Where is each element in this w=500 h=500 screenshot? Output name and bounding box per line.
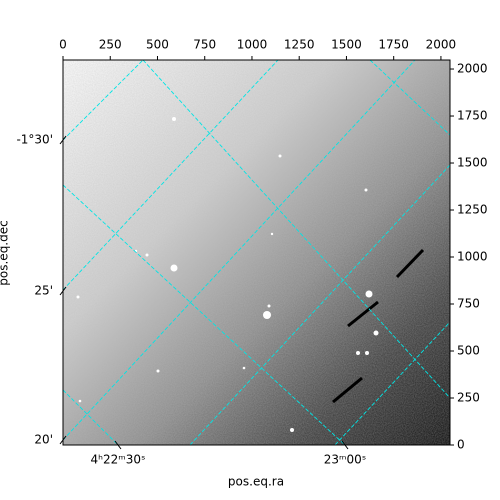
ra-tick-label: 23ᵐ00ˢ [324,453,367,467]
x-tick-label: 250 [99,38,122,52]
x-tick-label: 1750 [378,38,409,52]
y-tick-label: 1500 [457,156,488,170]
dec-tick-label: -1°30' [16,133,53,147]
y-axis-label: pos.eq.dec [0,220,11,285]
x-tick-label: 1500 [331,38,362,52]
coordinate-grid-line [189,164,450,445]
y-tick-label: 1250 [457,203,488,217]
y-tick-label: 250 [457,391,480,405]
dec-tick [59,435,67,445]
y-tick-label: 1000 [457,250,488,264]
axes-frame [62,59,451,446]
x-tick-label: 500 [146,38,169,52]
ra-tick-label: 4ʰ22ᵐ30ˢ [91,453,146,467]
x-axis-label: pos.eq.ra [228,475,284,489]
dec-tick-label: 25' [34,284,53,298]
x-tick-label: 1000 [237,38,268,52]
coordinate-grid-line [369,60,450,136]
coordinate-grid-line [63,389,119,445]
x-tick-label: 750 [193,38,216,52]
coordinate-grid-line [63,184,346,445]
coordinate-grid-line [63,60,416,441]
y-tick-label: 0 [457,438,465,452]
ra-tick [114,440,122,450]
dec-tick-label: 20' [34,433,53,447]
x-tick-label: 2000 [426,38,457,52]
coordinate-grid [63,60,450,445]
y-tick-label: 1750 [457,109,488,123]
streaks [332,248,425,404]
y-tick-label: 750 [457,297,480,311]
y-tick-label: 2000 [457,62,488,76]
x-tick-label: 0 [59,38,67,52]
y-tick-label: 500 [457,344,480,358]
x-tick-label: 1250 [284,38,315,52]
stars [76,117,379,432]
coordinate-grid-line [334,321,450,445]
image [63,60,450,445]
coordinate-grid-line [63,60,279,291]
coordinate-grid-line [63,60,144,141]
ra-tick [341,440,349,450]
coordinate-grid-line [142,60,450,399]
dec-tick [59,286,67,296]
dec-tick [59,135,67,145]
